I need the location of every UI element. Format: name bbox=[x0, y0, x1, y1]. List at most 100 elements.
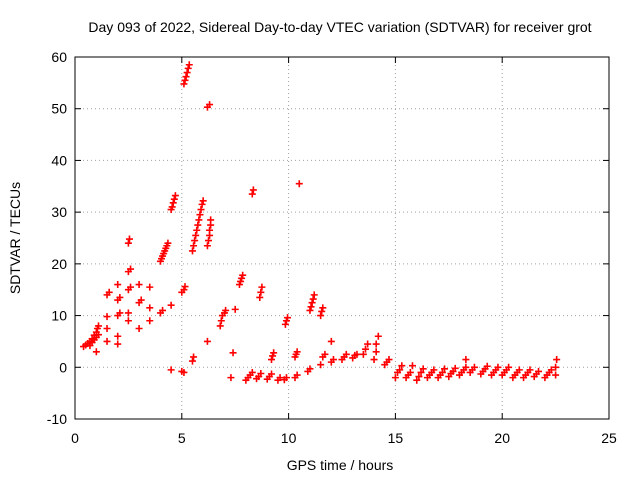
data-point bbox=[293, 348, 301, 356]
data-point bbox=[168, 203, 176, 211]
data-point bbox=[248, 368, 256, 376]
data-point bbox=[370, 356, 378, 364]
y-tick-label: 20 bbox=[51, 256, 67, 272]
data-point bbox=[295, 180, 303, 188]
data-point bbox=[535, 367, 543, 375]
x-tick-label: 15 bbox=[388, 430, 404, 446]
data-point bbox=[257, 369, 265, 377]
axis-ticks bbox=[74, 56, 610, 420]
y-tick-label: 60 bbox=[51, 49, 67, 65]
data-point bbox=[268, 356, 276, 364]
data-point bbox=[515, 366, 523, 374]
data-point bbox=[127, 265, 135, 273]
data-point bbox=[206, 226, 214, 234]
data-point bbox=[216, 322, 224, 330]
data-point bbox=[192, 231, 200, 239]
data-point bbox=[553, 356, 561, 364]
data-point bbox=[159, 306, 167, 314]
data-point bbox=[188, 357, 196, 365]
data-point bbox=[391, 374, 399, 382]
x-tick-label: 5 bbox=[178, 430, 186, 446]
data-point bbox=[419, 365, 427, 373]
data-point bbox=[307, 303, 315, 311]
data-point bbox=[217, 317, 225, 325]
data-point bbox=[196, 211, 204, 219]
data-point bbox=[364, 340, 372, 348]
data-point bbox=[276, 374, 284, 382]
data-point bbox=[190, 242, 198, 250]
data-point bbox=[306, 365, 314, 373]
data-point bbox=[249, 186, 257, 194]
data-point bbox=[284, 314, 292, 322]
data-points bbox=[80, 61, 561, 384]
data-point bbox=[227, 374, 235, 382]
y-tick-label: 50 bbox=[51, 101, 67, 117]
data-point bbox=[282, 374, 290, 382]
data-point bbox=[197, 206, 205, 214]
data-point bbox=[372, 348, 380, 356]
data-point bbox=[430, 366, 438, 374]
data-point bbox=[361, 345, 369, 353]
data-point bbox=[308, 299, 316, 307]
x-axis-title: GPS time / hours bbox=[287, 457, 394, 473]
data-point bbox=[318, 307, 326, 315]
x-tick-label: 10 bbox=[281, 430, 297, 446]
data-point bbox=[146, 283, 154, 291]
y-tick-label: -10 bbox=[47, 411, 67, 427]
data-point bbox=[415, 373, 423, 381]
data-point bbox=[385, 356, 393, 364]
data-point bbox=[317, 312, 325, 320]
plot-frame bbox=[74, 56, 610, 420]
data-point bbox=[257, 288, 265, 296]
data-point bbox=[103, 313, 111, 321]
data-point bbox=[317, 361, 325, 369]
data-point bbox=[184, 64, 192, 72]
y-tick-label: 40 bbox=[51, 152, 67, 168]
data-point bbox=[552, 363, 560, 371]
data-point bbox=[310, 291, 318, 299]
data-point bbox=[206, 101, 214, 109]
data-point bbox=[135, 325, 143, 332]
data-point bbox=[309, 295, 317, 303]
chart-title: Day 093 of 2022, Sidereal Day-to-day VTE… bbox=[88, 19, 591, 35]
data-point bbox=[181, 283, 189, 291]
data-point bbox=[396, 366, 404, 374]
data-point bbox=[199, 197, 207, 205]
data-point bbox=[146, 317, 154, 325]
data-point bbox=[194, 221, 202, 229]
data-point bbox=[198, 200, 206, 208]
data-point bbox=[438, 368, 446, 376]
y-tick-label: 30 bbox=[51, 204, 67, 220]
data-point bbox=[258, 283, 266, 291]
data-point bbox=[359, 350, 367, 358]
data-point bbox=[494, 363, 502, 371]
data-point bbox=[125, 235, 133, 243]
data-point bbox=[171, 192, 179, 200]
data-point bbox=[183, 69, 191, 77]
data-point bbox=[114, 340, 122, 348]
data-point bbox=[268, 370, 276, 378]
data-point bbox=[124, 309, 132, 317]
data-point bbox=[222, 306, 230, 314]
data-point bbox=[167, 366, 175, 374]
data-point bbox=[239, 271, 247, 279]
data-point bbox=[124, 239, 132, 247]
x-tick-label: 0 bbox=[71, 430, 79, 446]
grid-lines bbox=[75, 57, 609, 419]
x-tick-label: 20 bbox=[494, 430, 510, 446]
data-point bbox=[114, 332, 122, 340]
data-point bbox=[203, 242, 211, 250]
data-point bbox=[547, 366, 555, 374]
data-point bbox=[170, 195, 178, 203]
data-point bbox=[124, 317, 132, 325]
data-point bbox=[462, 363, 470, 371]
data-point bbox=[342, 350, 350, 358]
data-point bbox=[441, 365, 449, 373]
data-point bbox=[190, 353, 198, 361]
data-point bbox=[94, 322, 102, 330]
data-point bbox=[483, 362, 491, 370]
data-point bbox=[353, 350, 361, 358]
data-point bbox=[181, 76, 189, 84]
data-point bbox=[417, 368, 425, 376]
